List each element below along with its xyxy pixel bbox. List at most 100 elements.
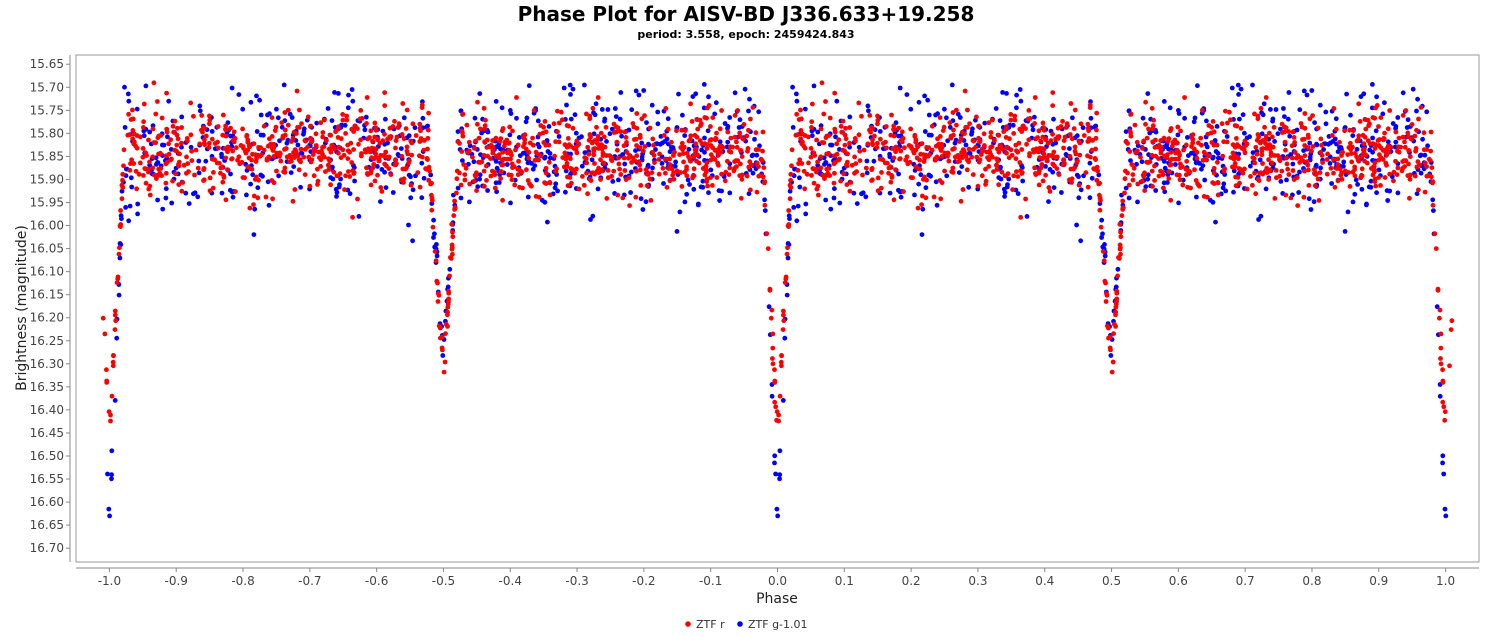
- data-point: [475, 99, 480, 105]
- data-point: [216, 145, 221, 151]
- data-point: [990, 117, 995, 123]
- data-point: [601, 134, 607, 140]
- data-point: [704, 160, 710, 166]
- y-tick-label: 15.80: [30, 126, 64, 140]
- data-point: [1083, 170, 1089, 176]
- data-point: [1099, 217, 1105, 223]
- data-point: [1120, 207, 1126, 212]
- data-point: [781, 308, 786, 314]
- data-point: [677, 152, 682, 158]
- data-point: [949, 82, 955, 88]
- data-point: [1300, 137, 1305, 142]
- data-point: [420, 115, 426, 121]
- data-point: [1288, 195, 1294, 201]
- data-point: [815, 129, 821, 135]
- data-point: [682, 133, 688, 139]
- data-point: [722, 178, 728, 184]
- data-point: [717, 139, 723, 145]
- data-point: [640, 207, 646, 212]
- data-point: [661, 133, 667, 138]
- data-point: [663, 106, 669, 111]
- data-point: [1282, 139, 1288, 145]
- data-point: [1014, 92, 1019, 98]
- data-point: [1263, 136, 1269, 142]
- data-point: [547, 192, 553, 198]
- data-point: [1376, 175, 1382, 181]
- y-tick-label: 16.35: [30, 380, 64, 394]
- data-point: [860, 190, 866, 196]
- data-point: [847, 140, 852, 146]
- data-point: [1114, 299, 1119, 304]
- data-point: [440, 347, 445, 353]
- data-point: [969, 154, 975, 160]
- data-point: [856, 144, 862, 150]
- data-point: [737, 130, 743, 136]
- data-point: [1407, 176, 1413, 182]
- data-point: [1175, 140, 1180, 146]
- data-point: [1024, 141, 1029, 147]
- data-point: [1161, 159, 1167, 164]
- data-point: [351, 147, 356, 152]
- data-point: [1430, 197, 1436, 203]
- data-point: [1372, 169, 1377, 175]
- data-point: [176, 182, 182, 188]
- data-point: [950, 110, 956, 115]
- data-point: [734, 139, 739, 145]
- data-point: [595, 186, 601, 192]
- data-point: [1126, 195, 1132, 201]
- data-point: [1168, 128, 1173, 134]
- data-point: [336, 124, 341, 130]
- data-point: [1170, 143, 1175, 149]
- data-point: [484, 178, 489, 183]
- data-point: [723, 169, 729, 175]
- data-point: [681, 151, 686, 157]
- data-point: [1050, 154, 1056, 159]
- data-point: [330, 164, 335, 170]
- data-point: [633, 194, 639, 200]
- data-point: [435, 299, 441, 304]
- data-point: [932, 156, 938, 162]
- data-point: [517, 153, 523, 159]
- data-point: [769, 393, 775, 399]
- data-point: [705, 105, 710, 111]
- data-point: [1134, 139, 1140, 145]
- data-point: [220, 179, 226, 185]
- data-point: [1327, 161, 1333, 166]
- data-point: [524, 115, 530, 121]
- data-point: [1341, 163, 1346, 169]
- data-point: [526, 149, 532, 155]
- data-point: [287, 111, 293, 117]
- data-point: [1141, 138, 1147, 144]
- data-point: [498, 176, 503, 181]
- data-point: [728, 149, 734, 155]
- data-point: [728, 135, 734, 141]
- data-point: [1422, 189, 1428, 195]
- data-point: [882, 160, 888, 166]
- data-point: [976, 124, 981, 129]
- data-point: [931, 194, 937, 200]
- data-point: [996, 175, 1002, 181]
- data-point: [1145, 160, 1151, 165]
- data-point: [382, 103, 388, 108]
- data-point: [1130, 172, 1136, 178]
- data-point: [1416, 116, 1421, 122]
- data-point: [113, 318, 119, 324]
- data-point: [1076, 138, 1082, 144]
- data-point: [477, 172, 483, 178]
- data-point: [274, 106, 279, 112]
- data-point: [1326, 141, 1331, 147]
- data-point: [516, 135, 522, 140]
- data-point: [1372, 176, 1378, 182]
- data-point: [233, 189, 238, 195]
- data-point: [798, 107, 803, 113]
- data-point: [796, 161, 801, 167]
- data-point: [615, 192, 621, 198]
- data-point: [682, 128, 688, 134]
- data-point: [494, 189, 499, 195]
- data-point: [1114, 288, 1120, 294]
- data-point: [417, 139, 423, 144]
- data-point: [553, 139, 558, 145]
- data-point: [490, 138, 495, 144]
- data-point: [120, 171, 126, 177]
- data-point: [1040, 178, 1046, 184]
